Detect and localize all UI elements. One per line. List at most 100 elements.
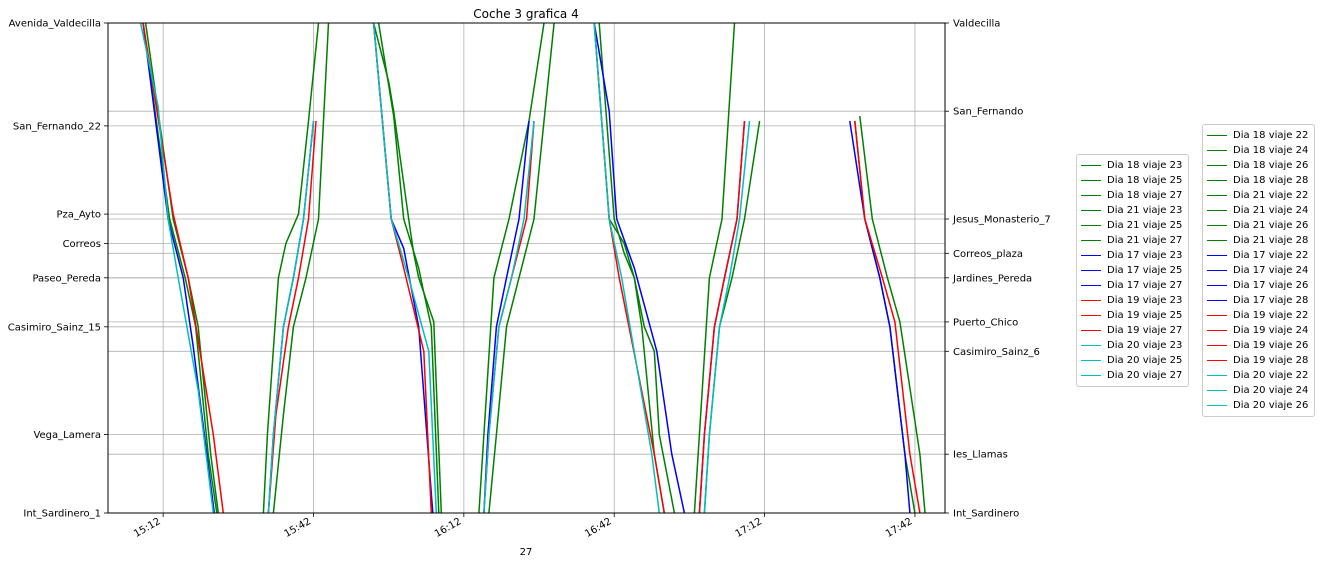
series-layer	[139, 23, 926, 513]
legend-item: Dia 17 viaje 24	[1207, 263, 1308, 278]
legend-item: Dia 20 viaje 26	[1207, 398, 1308, 413]
axis-layer: 15:12 15:42 16:12 16:42 17:12 17:42 Avenida_Va…	[8, 19, 1051, 541]
series-line-dia-18-viaje-28	[859, 116, 926, 513]
series-line-dia-19-viaje-25	[372, 23, 433, 513]
legend-item: Dia 18 viaje 28	[1207, 173, 1308, 188]
x-tick-label: 17:42	[884, 516, 914, 540]
legend-even-trips: Dia 18 viaje 22 Dia 18 viaje 24 Dia 18 via…	[1202, 124, 1316, 417]
legend-swatch	[1081, 285, 1101, 286]
legend-item: Dia 19 viaje 25	[1081, 308, 1182, 323]
legend-label: Dia 17 viaje 23	[1107, 250, 1183, 261]
legend-item: Dia 21 viaje 24	[1207, 203, 1308, 218]
right-stop-label: Correos_plaza	[953, 249, 1023, 260]
legend-swatch	[1207, 330, 1227, 331]
right-stop-label: Ies_Llamas	[953, 450, 1008, 461]
legend-item: Dia 17 viaje 27	[1081, 278, 1182, 293]
legend-swatch	[1081, 165, 1101, 166]
series-line-dia-17-viaje-27	[593, 23, 686, 513]
series-line-dia-18-viaje-27	[593, 23, 676, 513]
legend-swatch	[1207, 240, 1227, 241]
grid-layer	[108, 23, 945, 513]
legend-swatch	[1207, 375, 1227, 376]
right-stop-label: Jesus_Monasterio_7	[952, 215, 1051, 226]
left-stop-label: Correos	[63, 239, 101, 250]
legend-item: Dia 20 viaje 22	[1207, 368, 1308, 383]
legend-item: Dia 19 viaje 24	[1207, 323, 1308, 338]
legend-swatch	[1081, 330, 1101, 331]
legend-swatch	[1207, 345, 1227, 346]
legend-label: Dia 21 viaje 23	[1107, 205, 1183, 216]
legend-label: Dia 17 viaje 22	[1233, 250, 1309, 261]
series-line-dia-21-viaje-22	[272, 23, 330, 513]
legend-swatch	[1207, 300, 1227, 301]
legend-label: Dia 17 viaje 26	[1233, 280, 1309, 291]
legend-swatch	[1207, 225, 1227, 226]
right-stop-label: San_Fernando	[953, 107, 1023, 118]
legend-swatch	[1081, 375, 1101, 376]
legend-item: Dia 19 viaje 23	[1081, 293, 1182, 308]
series-line-dia-17-viaje-28	[849, 120, 911, 513]
series-line-dia-20-viaje-27	[593, 23, 661, 513]
right-stop-label: Casimiro_Sainz_6	[953, 347, 1040, 358]
series-line-dia-21-viaje-24	[488, 23, 555, 513]
legend-label: Dia 19 viaje 24	[1233, 325, 1309, 336]
legend-label: Dia 20 viaje 25	[1107, 355, 1183, 366]
legend-label: Dia 18 viaje 24	[1233, 145, 1309, 156]
legend-item: Dia 18 viaje 23	[1081, 158, 1182, 173]
legend-label: Dia 21 viaje 28	[1233, 235, 1309, 246]
legend-item: Dia 18 viaje 27	[1081, 188, 1182, 203]
legend-item: Dia 20 viaje 27	[1081, 368, 1182, 383]
legend-item: Dia 21 viaje 27	[1081, 233, 1182, 248]
legend-swatch	[1207, 285, 1227, 286]
right-stop-label: Valdecilla	[953, 19, 1000, 30]
legend-item: Dia 21 viaje 28	[1207, 233, 1308, 248]
legend-label: Dia 20 viaje 26	[1233, 400, 1309, 411]
legend-swatch	[1207, 405, 1227, 406]
legend-label: Dia 17 viaje 25	[1107, 265, 1183, 276]
legend-swatch	[1081, 180, 1101, 181]
legend-swatch	[1081, 240, 1101, 241]
series-line-dia-19-viaje-28	[854, 120, 921, 513]
legend-item: Dia 18 viaje 25	[1081, 173, 1182, 188]
x-tick-label: 16:12	[433, 516, 463, 540]
right-stop-label: Jardines_Pereda	[952, 273, 1032, 284]
x-tick-label: 16:42	[583, 516, 613, 540]
legend-swatch	[1207, 180, 1227, 181]
left-stop-label: Paseo_Pereda	[32, 273, 101, 284]
series-line-dia-20-viaje-24	[483, 120, 535, 513]
legend-swatch	[1081, 255, 1101, 256]
legend-label: Dia 21 viaje 24	[1233, 205, 1309, 216]
legend-label: Dia 19 viaje 23	[1107, 295, 1183, 306]
left-stop-label: Casimiro_Sainz_15	[8, 322, 101, 333]
legend-swatch	[1081, 225, 1101, 226]
legend-label: Dia 21 viaje 26	[1233, 220, 1309, 231]
series-line-dia-20-viaje-22	[267, 120, 315, 513]
series-line-dia-17-viaje-24	[483, 120, 530, 513]
left-stop-label: Pza_Ayto	[56, 210, 101, 221]
legend-label: Dia 19 viaje 26	[1233, 340, 1309, 351]
right-stop-label: Puerto_Chico	[953, 317, 1018, 328]
legend-swatch	[1081, 360, 1101, 361]
legend-item: Dia 20 viaje 24	[1207, 383, 1308, 398]
legend-label: Dia 19 viaje 27	[1107, 325, 1183, 336]
left-stop-label: Vega_Lamera	[33, 430, 101, 441]
legend-item: Dia 17 viaje 22	[1207, 248, 1308, 263]
chart-title: Coche 3 grafica 4	[473, 7, 578, 21]
legend-label: Dia 19 viaje 25	[1107, 310, 1183, 321]
legend-item: Dia 17 viaje 25	[1081, 263, 1182, 278]
series-line-dia-18-viaje-24	[478, 23, 545, 513]
legend-swatch	[1207, 390, 1227, 391]
legend-item: Dia 20 viaje 23	[1081, 338, 1182, 353]
legend-label: Dia 19 viaje 28	[1233, 355, 1309, 366]
legend-label: Dia 20 viaje 23	[1107, 340, 1183, 351]
legend-swatch	[1081, 270, 1101, 271]
legend-label: Dia 21 viaje 25	[1107, 220, 1183, 231]
legend-label: Dia 20 viaje 22	[1233, 370, 1309, 381]
legend-label: Dia 20 viaje 24	[1233, 385, 1309, 396]
legend-item: Dia 18 viaje 24	[1207, 143, 1308, 158]
legend-item: Dia 19 viaje 27	[1081, 323, 1182, 338]
legend-item: Dia 17 viaje 23	[1081, 248, 1182, 263]
legend-swatch	[1207, 270, 1227, 271]
series-line-dia-20-viaje-25	[372, 23, 438, 513]
series-line-dia-20-viaje-26	[703, 120, 751, 513]
